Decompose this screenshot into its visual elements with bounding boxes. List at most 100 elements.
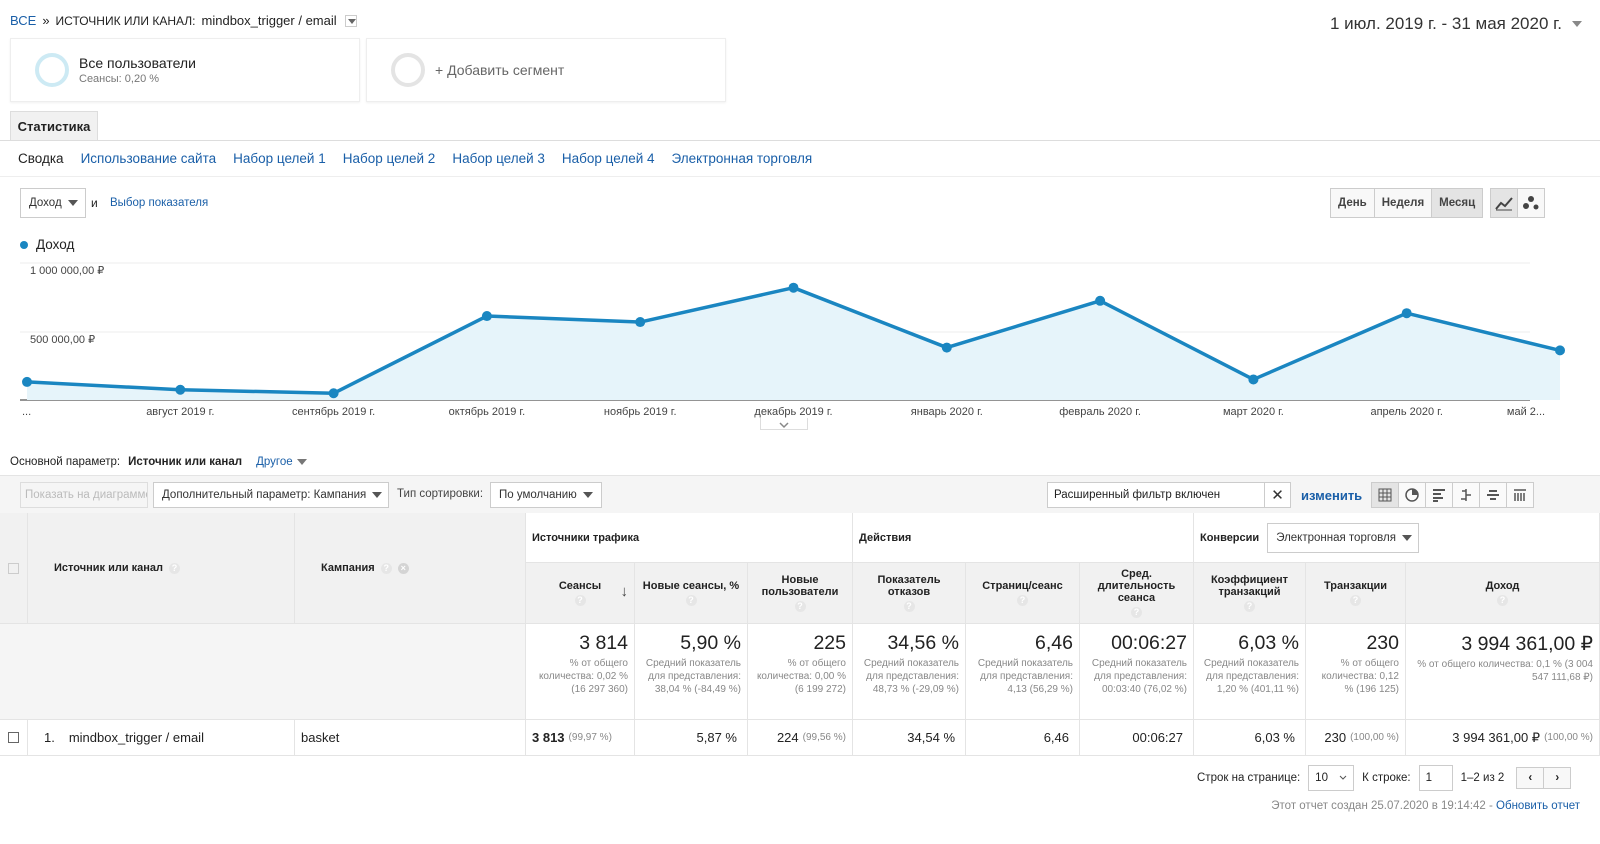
advanced-filter-field[interactable]: Расширенный фильтр включен ✕ — [1047, 482, 1291, 508]
header-new-sessions-pct[interactable]: Новые сеансы, %? — [635, 563, 748, 624]
breadcrumb-value: mindbox_trigger / email — [201, 13, 337, 28]
row-transactions-percent: (100,00 %) — [1350, 732, 1399, 743]
help-icon[interactable]: ? — [794, 601, 806, 612]
x-tick-label: январь 2020 г. — [911, 406, 983, 418]
add-segment-button[interactable]: + Добавить сегмент — [366, 38, 726, 102]
header-new-users[interactable]: Новые пользователи? — [748, 563, 853, 624]
segment-all-users[interactable]: Все пользователи Сеансы: 0,20 % — [10, 38, 360, 102]
header-transaction-rate-label: Коэффициент транзакций — [1210, 574, 1289, 598]
breadcrumb-all-link[interactable]: ВСЕ — [10, 13, 37, 28]
remove-dimension-icon[interactable]: × — [397, 562, 409, 574]
primary-dimension-value[interactable]: Источник или канал — [128, 456, 243, 468]
tab-statistics[interactable]: Статистика — [10, 111, 98, 141]
advanced-filter-text: Расширенный фильтр включен — [1054, 489, 1221, 501]
help-icon[interactable]: ? — [1244, 601, 1255, 612]
data-point[interactable] — [175, 384, 186, 395]
data-point[interactable] — [635, 317, 646, 328]
total-avg-session-duration-note: Средний показатель для представления: 00… — [1091, 658, 1187, 695]
row-checkbox[interactable] — [8, 732, 19, 743]
breadcrumb-dropdown-icon[interactable] — [344, 14, 357, 27]
header-transactions[interactable]: Транзакции? — [1306, 563, 1406, 624]
help-icon[interactable]: ? — [1350, 595, 1361, 606]
pivot-view-icon[interactable] — [1506, 482, 1534, 508]
data-point[interactable] — [1095, 295, 1106, 306]
metric-select[interactable]: Доход — [20, 188, 86, 218]
x-tick-label: апрель 2020 г. — [1370, 406, 1442, 418]
data-point[interactable] — [941, 342, 952, 353]
header-transaction-rate[interactable]: Коэффициент транзакций? — [1194, 563, 1306, 624]
period-week-button[interactable]: Неделя — [1373, 188, 1433, 218]
row-transaction-rate-value: 6,03 % — [1254, 730, 1295, 745]
period-day-button[interactable]: День — [1330, 188, 1375, 218]
pie-view-icon[interactable] — [1398, 482, 1426, 508]
help-icon[interactable]: ? — [685, 595, 697, 606]
breadcrumb-dimension: ИСТОЧНИК ИЛИ КАНАЛ: — [55, 13, 196, 28]
subtab-goal-set-4[interactable]: Набор целей 4 — [561, 151, 655, 166]
header-bounce-rate[interactable]: Показатель отказов? — [853, 563, 966, 624]
select-all-checkbox[interactable] — [8, 562, 19, 574]
data-point[interactable] — [788, 282, 799, 293]
x-tick-label: август 2019 г. — [146, 406, 214, 418]
chart-resize-handle[interactable] — [760, 418, 808, 430]
edit-filter-link[interactable]: изменить — [1301, 488, 1363, 503]
help-icon[interactable]: ? — [380, 562, 392, 574]
secondary-dimension-select[interactable]: Дополнительный параметр: Кампания — [153, 482, 389, 508]
segment-ring-icon — [35, 53, 69, 87]
header-avg-session-duration[interactable]: Сред. длительность сеанса? — [1080, 563, 1194, 624]
header-pages-per-session[interactable]: Страниц/сеанс? — [966, 563, 1080, 624]
conversion-type-select[interactable]: Электронная торговля — [1267, 522, 1420, 553]
header-source-medium[interactable]: Источник или канал ? — [28, 513, 295, 624]
help-icon[interactable]: ? — [1131, 607, 1142, 618]
date-range-picker[interactable]: 1 июл. 2019 г. - 31 мая 2020 г. — [1330, 14, 1582, 34]
pagination: Строк на странице: 10 К строке: 1 1–2 из… — [1197, 765, 1572, 791]
header-sessions[interactable]: Сеансы? ↓ — [526, 563, 635, 624]
primary-dimension-row: Основной параметр: Источник или канал Др… — [10, 454, 307, 470]
data-point[interactable] — [1401, 308, 1412, 319]
sort-arrow-icon[interactable]: ↓ — [620, 583, 629, 600]
term-cloud-view-icon[interactable] — [1479, 482, 1507, 508]
total-new-users: 225 % от общего количества: 0,00 % (6 199… — [748, 624, 853, 720]
row-source-link[interactable]: mindbox_trigger / email — [68, 730, 204, 745]
rows-per-page-select[interactable]: 10 — [1308, 765, 1355, 791]
period-month-button[interactable]: Месяц — [1431, 188, 1484, 218]
subtab-goal-set-1[interactable]: Набор целей 1 — [233, 151, 326, 166]
subtab-goal-set-2[interactable]: Набор целей 2 — [342, 151, 436, 166]
table-view-icon[interactable] — [1371, 482, 1399, 508]
chart-type-toggle — [1490, 188, 1545, 218]
motion-chart-icon[interactable] — [1517, 188, 1545, 218]
performance-view-icon[interactable] — [1425, 482, 1453, 508]
date-range-label: 1 июл. 2019 г. - 31 мая 2020 г. — [1329, 14, 1562, 33]
sort-type-select[interactable]: По умолчанию — [490, 482, 602, 508]
data-point[interactable] — [328, 388, 339, 399]
help-icon[interactable]: ? — [1497, 595, 1508, 606]
refresh-report-link[interactable]: Обновить отчет — [1496, 800, 1580, 812]
go-to-row-input[interactable]: 1 — [1418, 765, 1453, 791]
data-point[interactable] — [22, 376, 32, 387]
data-point[interactable] — [1248, 374, 1259, 385]
prev-page-icon[interactable]: ‹ — [1516, 767, 1545, 789]
total-pages-per-session: 6,46 Средний показатель для представления… — [966, 624, 1080, 720]
help-icon[interactable]: ? — [574, 595, 586, 606]
subtab-ecommerce[interactable]: Электронная торговля — [671, 151, 813, 166]
other-dimension-link[interactable]: Другое — [256, 456, 293, 468]
next-page-icon[interactable]: › — [1543, 767, 1572, 789]
header-revenue[interactable]: Доход? — [1406, 563, 1600, 624]
data-point[interactable] — [481, 311, 492, 322]
total-transaction-rate-note: Средний показатель для представления: 1,… — [1203, 658, 1299, 695]
subtab-site-usage[interactable]: Использование сайта — [80, 151, 217, 166]
help-icon[interactable]: ? — [1017, 595, 1028, 606]
clear-filter-icon[interactable]: ✕ — [1264, 483, 1290, 507]
header-campaign[interactable]: Кампания ? × — [295, 513, 526, 624]
help-icon[interactable]: ? — [169, 562, 181, 574]
data-point[interactable] — [1555, 345, 1565, 356]
help-icon[interactable]: ? — [903, 601, 915, 612]
total-bounce-rate-value: 34,56 % — [887, 632, 959, 654]
show-on-chart-button[interactable]: Показать на диаграмме — [20, 482, 148, 508]
select-metric-link[interactable]: Выбор показателя — [110, 197, 209, 209]
row-campaign-link[interactable]: basket — [301, 730, 340, 745]
subtab-summary[interactable]: Сводка — [18, 151, 64, 166]
row-new-users: 224 (99,56 %) — [748, 720, 853, 756]
line-chart-icon[interactable] — [1490, 188, 1518, 218]
comparison-view-icon[interactable] — [1452, 482, 1480, 508]
subtab-goal-set-3[interactable]: Набор целей 3 — [452, 151, 545, 166]
